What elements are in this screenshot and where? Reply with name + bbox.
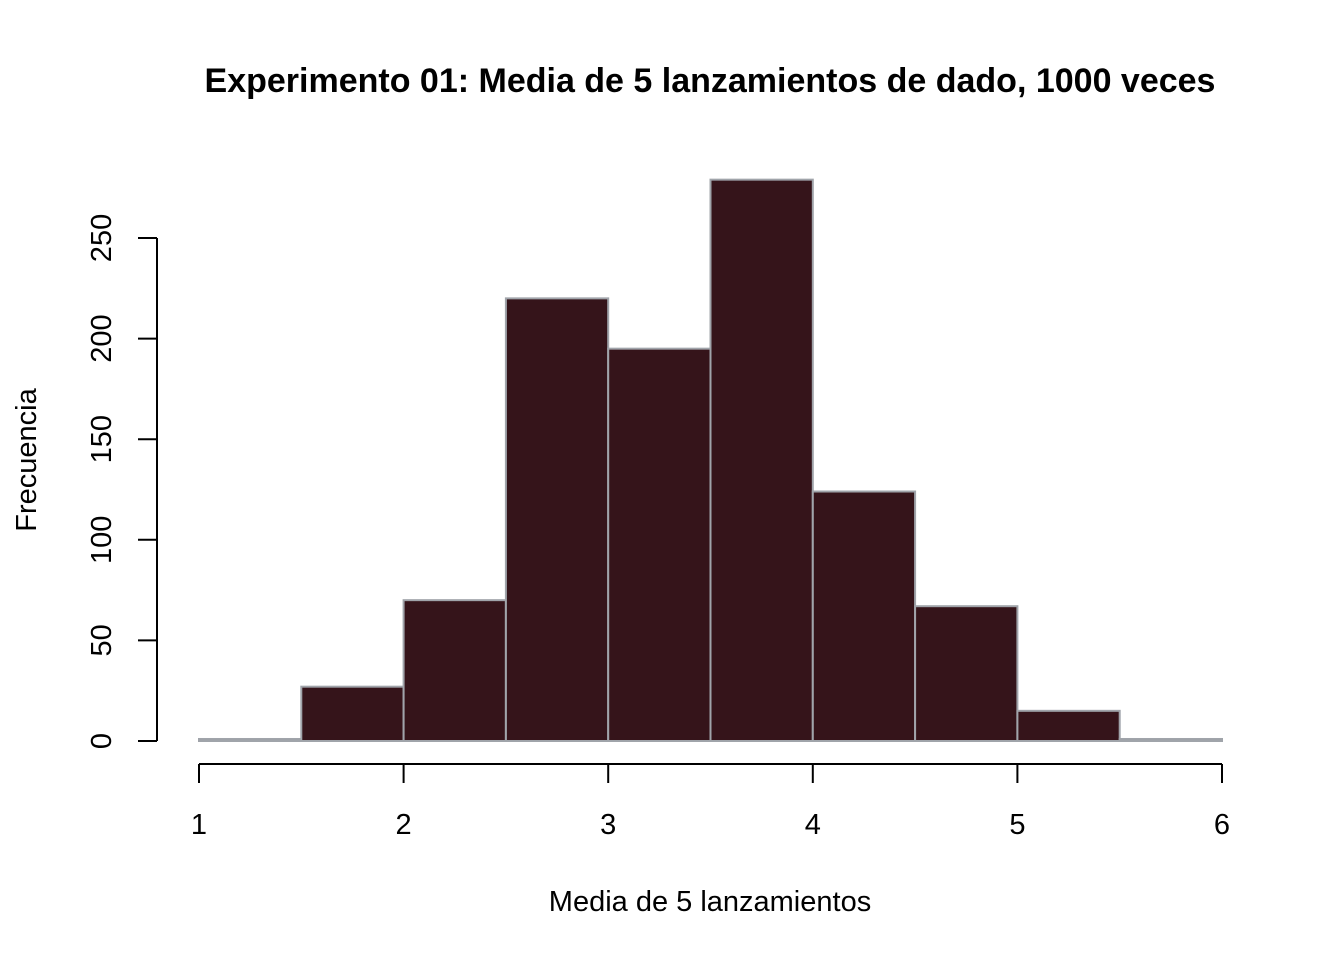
histogram-bar <box>709 178 814 743</box>
histogram-bar <box>914 605 1019 742</box>
histogram-bar <box>1118 737 1223 742</box>
y-tick-label: 0 <box>86 733 118 749</box>
y-tick-label: 100 <box>86 516 118 564</box>
chart-title: Experimento 01: Media de 5 lanzamientos … <box>205 62 1216 100</box>
x-tick-label: 4 <box>805 809 821 841</box>
histogram-bar <box>198 737 303 742</box>
x-tick-label: 6 <box>1214 809 1230 841</box>
bars-group <box>198 178 1223 743</box>
y-tick-label: 50 <box>86 624 118 656</box>
x-axis: 1 2 3 4 5 6 <box>191 763 1230 841</box>
y-tick-label: 150 <box>86 415 118 463</box>
x-tick-label: 5 <box>1009 809 1025 841</box>
histogram-bar <box>402 599 507 742</box>
histogram-bar <box>504 297 610 742</box>
y-tick-label: 200 <box>86 314 118 362</box>
y-tick-label: 250 <box>86 214 118 262</box>
histogram-bar <box>300 685 405 743</box>
histogram-bar <box>811 490 917 742</box>
histogram-bar <box>1016 709 1121 743</box>
y-axis-label: Frecuencia <box>11 387 43 531</box>
x-tick-label: 1 <box>191 809 207 841</box>
y-axis: 0 50 100 150 200 250 <box>86 214 158 749</box>
x-axis-label: Media de 5 lanzamientos <box>549 886 871 918</box>
x-tick-label: 2 <box>396 809 412 841</box>
histogram-bar <box>607 347 712 742</box>
x-tick-label: 3 <box>600 809 616 841</box>
